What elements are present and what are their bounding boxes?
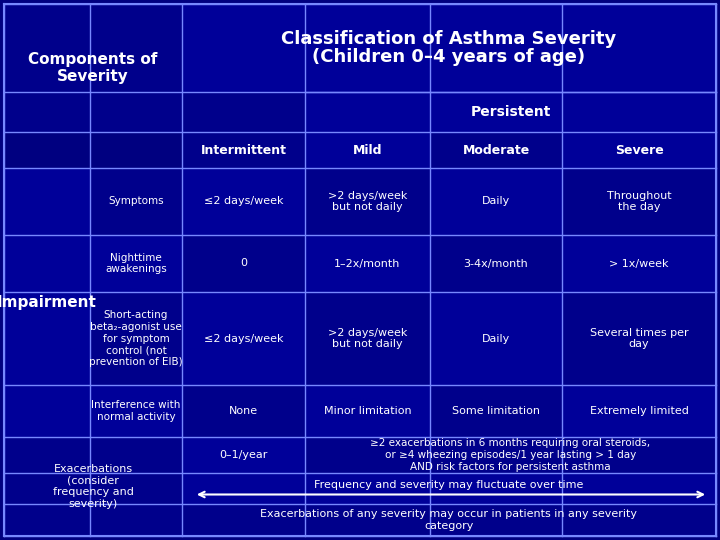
Bar bbox=[4, 168, 90, 437]
Bar bbox=[182, 92, 305, 132]
Text: Frequency and severity may fluctuate over time: Frequency and severity may fluctuate ove… bbox=[315, 481, 584, 490]
Text: Several times per
day: Several times per day bbox=[590, 328, 688, 349]
Text: Symptoms: Symptoms bbox=[108, 197, 164, 206]
Text: >2 days/week
but not daily: >2 days/week but not daily bbox=[328, 191, 408, 212]
Text: ≤2 days/week: ≤2 days/week bbox=[204, 197, 283, 206]
Text: ≤2 days/week: ≤2 days/week bbox=[204, 334, 283, 343]
Bar bbox=[305, 292, 430, 385]
Bar bbox=[182, 437, 305, 473]
Text: ≥2 exacerbations in 6 months requiring oral steroids,
or ≥4 wheezing episodes/1 : ≥2 exacerbations in 6 months requiring o… bbox=[370, 438, 651, 471]
Text: 0–1/year: 0–1/year bbox=[220, 450, 268, 460]
Text: Mild: Mild bbox=[353, 144, 382, 157]
Bar bbox=[182, 504, 716, 536]
Bar bbox=[4, 437, 182, 536]
Bar bbox=[305, 132, 430, 168]
Text: Severe: Severe bbox=[615, 144, 663, 157]
Text: Exacerbations of any severity may occur in patients in any severity
category: Exacerbations of any severity may occur … bbox=[261, 509, 637, 531]
Text: Some limitation: Some limitation bbox=[452, 406, 540, 416]
Bar bbox=[182, 168, 305, 235]
Text: >2 days/week
but not daily: >2 days/week but not daily bbox=[328, 328, 408, 349]
Text: 3-4x/month: 3-4x/month bbox=[464, 259, 528, 268]
Bar bbox=[305, 168, 430, 235]
Text: Daily: Daily bbox=[482, 334, 510, 343]
Bar bbox=[562, 385, 716, 437]
Text: Minor limitation: Minor limitation bbox=[324, 406, 411, 416]
Text: (Children 0–4 years of age): (Children 0–4 years of age) bbox=[312, 48, 585, 66]
Bar bbox=[182, 292, 305, 385]
Text: Moderate: Moderate bbox=[462, 144, 530, 157]
Text: Intermittent: Intermittent bbox=[200, 144, 287, 157]
Text: Persistent: Persistent bbox=[470, 105, 551, 119]
Bar bbox=[90, 292, 182, 385]
Bar bbox=[182, 473, 716, 504]
Bar bbox=[562, 292, 716, 385]
Bar bbox=[90, 168, 182, 235]
Bar bbox=[90, 385, 182, 437]
Text: 1–2x/month: 1–2x/month bbox=[334, 259, 401, 268]
Text: Exacerbations
(consider
frequency and
severity): Exacerbations (consider frequency and se… bbox=[53, 464, 133, 509]
Bar bbox=[305, 437, 716, 473]
Text: Daily: Daily bbox=[482, 197, 510, 206]
Bar bbox=[430, 292, 562, 385]
Bar bbox=[182, 132, 305, 168]
Bar bbox=[430, 132, 562, 168]
Text: Extremely limited: Extremely limited bbox=[590, 406, 688, 416]
Text: 0: 0 bbox=[240, 259, 247, 268]
Text: Impairment: Impairment bbox=[0, 295, 97, 310]
Bar bbox=[305, 235, 430, 292]
Bar bbox=[430, 385, 562, 437]
Bar bbox=[182, 385, 305, 437]
Bar bbox=[430, 235, 562, 292]
Text: Interference with
normal activity: Interference with normal activity bbox=[91, 400, 181, 422]
Bar bbox=[305, 385, 430, 437]
Bar bbox=[4, 4, 182, 132]
Text: Throughout
the day: Throughout the day bbox=[607, 191, 671, 212]
Bar bbox=[562, 132, 716, 168]
Bar bbox=[182, 235, 305, 292]
Text: Components of
Severity: Components of Severity bbox=[28, 52, 158, 84]
Bar bbox=[562, 235, 716, 292]
Text: Nighttime
awakenings: Nighttime awakenings bbox=[105, 253, 167, 274]
Bar bbox=[305, 92, 716, 132]
Bar bbox=[90, 235, 182, 292]
Text: > 1x/week: > 1x/week bbox=[609, 259, 669, 268]
Text: Short-acting
beta₂-agonist use
for symptom
control (not
prevention of EIB): Short-acting beta₂-agonist use for sympt… bbox=[89, 310, 183, 367]
Bar bbox=[562, 168, 716, 235]
Text: Classification of Asthma Severity: Classification of Asthma Severity bbox=[282, 30, 616, 48]
Bar bbox=[182, 4, 716, 92]
Bar bbox=[430, 168, 562, 235]
Text: None: None bbox=[229, 406, 258, 416]
